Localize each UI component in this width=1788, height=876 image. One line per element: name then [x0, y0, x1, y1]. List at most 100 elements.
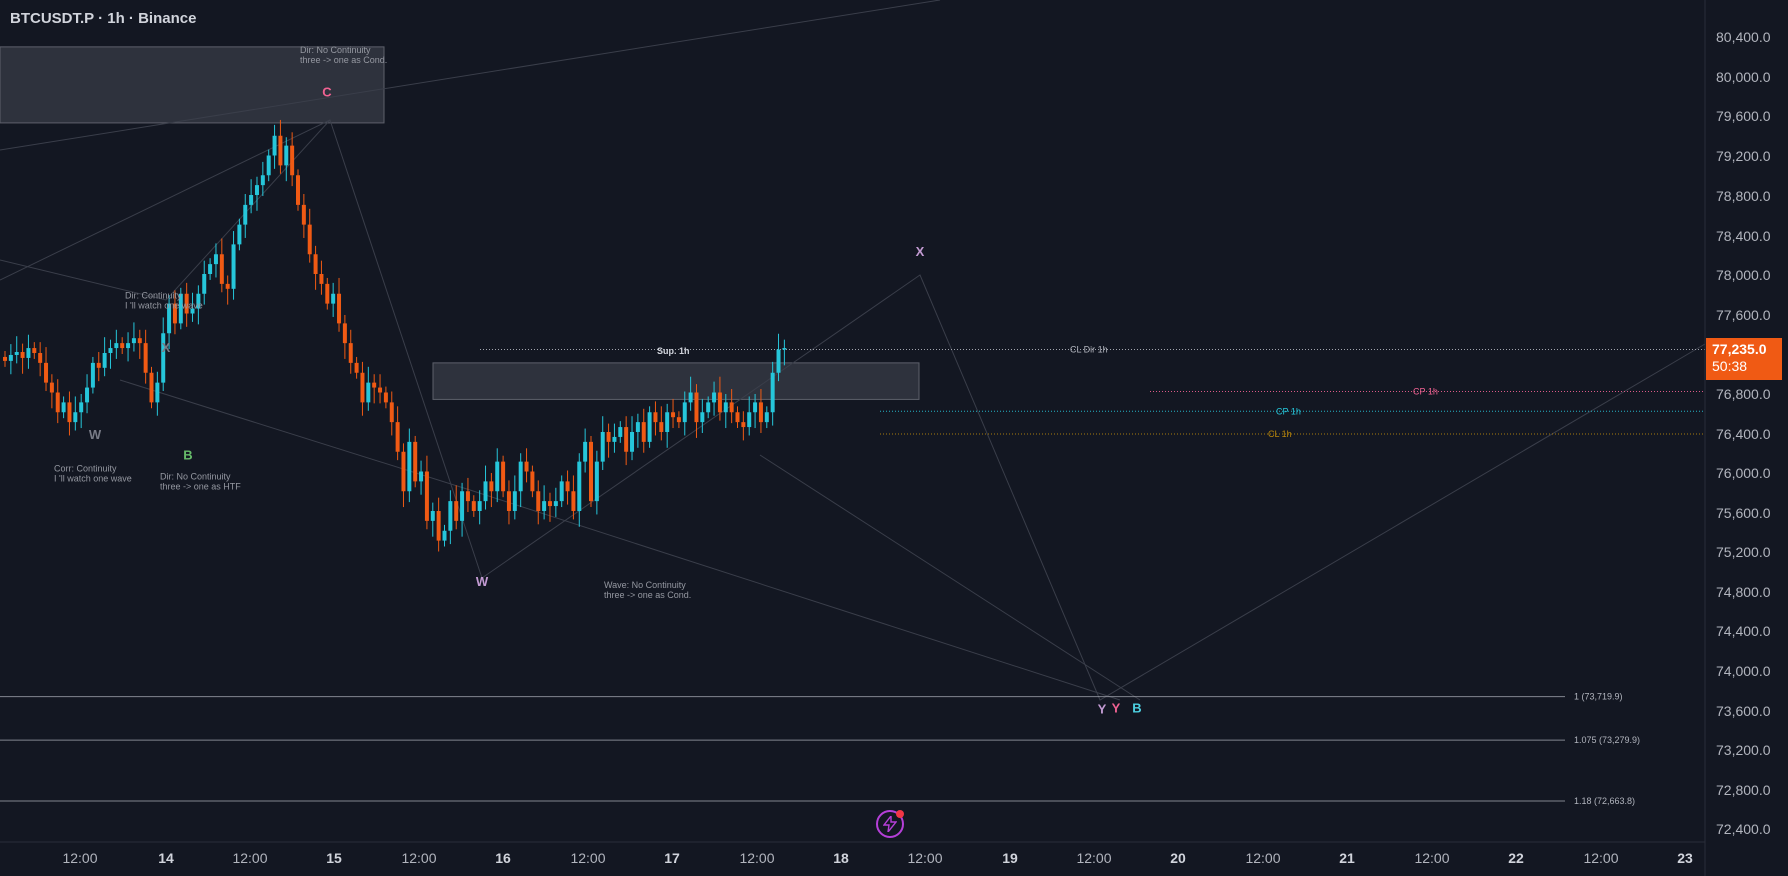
- price-tick-label: 74,800.0: [1716, 584, 1771, 600]
- candle-body: [161, 333, 166, 383]
- price-tick-label: 76,000.0: [1716, 465, 1771, 481]
- bear-candle: [536, 480, 541, 525]
- annotation: Dir: No Continuity three -> one as HTF: [160, 471, 241, 491]
- bull-candle: [260, 161, 265, 196]
- wave-marker: C: [322, 84, 332, 99]
- candle-body: [618, 427, 623, 437]
- candle-body: [126, 343, 131, 349]
- time-axis[interactable]: 12:00 14 12:00 15 12:00 16 12:00 17 12:00 18 12:00…: [0, 841, 1705, 866]
- bear-candle: [120, 337, 125, 354]
- bear-candle: [360, 361, 365, 416]
- wave-marker: Y: [1098, 701, 1107, 716]
- bear-candle: [372, 374, 377, 404]
- candle-body: [706, 402, 711, 413]
- candle-body: [577, 461, 582, 511]
- bull-candle: [512, 475, 517, 520]
- candle-body: [237, 224, 242, 245]
- bull-candle: [700, 398, 705, 433]
- time-tick-label: 12:00: [1414, 850, 1449, 866]
- time-tick-label: 17: [664, 850, 680, 866]
- bear-candle: [290, 132, 295, 187]
- bull-candle: [600, 416, 605, 471]
- candle-body: [436, 511, 441, 541]
- bear-candle: [501, 455, 506, 498]
- alert-lightning-button[interactable]: [876, 810, 904, 838]
- candle-body: [542, 501, 547, 511]
- candle-body: [647, 412, 652, 442]
- candle-body: [600, 432, 605, 462]
- bull-candle: [178, 287, 183, 330]
- wave-line: [0, 119, 1706, 701]
- bear-candle: [219, 238, 224, 293]
- candle-body: [424, 471, 429, 521]
- price-axis[interactable]: 80,400.0 80,000.0 79,600.0 79,200.0 78,800.0…: [1704, 0, 1771, 876]
- zone-boxes: [0, 46, 920, 400]
- candle-body: [290, 145, 295, 176]
- bull-candle: [706, 396, 711, 419]
- candle-body: [120, 343, 125, 349]
- price-tick-label: 74,400.0: [1716, 623, 1771, 639]
- bull-candle: [612, 423, 617, 453]
- bear-candle: [137, 329, 142, 359]
- candle-body: [448, 501, 453, 531]
- price-tick-label: 76,800.0: [1716, 386, 1771, 402]
- price-tick-label: 79,600.0: [1716, 108, 1771, 124]
- bull-candle: [213, 243, 218, 278]
- time-tick-label: 22: [1508, 850, 1524, 866]
- time-tick-label: 14: [158, 850, 174, 866]
- level-label: CP 1h: [1413, 387, 1438, 397]
- price-tick-label: 72,400.0: [1716, 821, 1771, 837]
- annotation-line: I 'll watch one wave: [54, 474, 132, 484]
- wave-line: [0, 119, 331, 301]
- bar-countdown: 50:38: [1712, 358, 1748, 374]
- candle-body: [55, 392, 60, 413]
- annotations: Dir: No Continuity three -> one as Cond.D…: [54, 45, 691, 600]
- bear-candle: [143, 329, 148, 384]
- bear-candle: [424, 455, 429, 530]
- bull-candle: [647, 406, 652, 448]
- bear-candle: [465, 477, 470, 512]
- bull-candle: [770, 361, 775, 426]
- bull-candle: [73, 396, 78, 431]
- bull-candle: [237, 218, 242, 251]
- lightning-icon: [883, 816, 897, 832]
- bull-candle: [407, 428, 412, 503]
- candle-body: [594, 461, 599, 502]
- candle-body: [184, 293, 189, 314]
- candle-body: [301, 204, 306, 225]
- bear-candle: [694, 384, 699, 438]
- candle-body: [79, 402, 84, 413]
- candle-body: [460, 491, 465, 521]
- bear-candle: [589, 435, 593, 508]
- candle-body: [729, 402, 734, 413]
- candle-body: [102, 353, 107, 368]
- price-tick-label: 74,000.0: [1716, 663, 1771, 679]
- bear-candle: [413, 435, 418, 488]
- annotation-line: three -> one as Cond.: [604, 590, 691, 600]
- bull-candle: [85, 374, 90, 414]
- symbol-title[interactable]: BTCUSDT.P · 1h · Binance: [10, 10, 197, 27]
- bear-candle: [225, 275, 230, 305]
- bull-candle: [618, 421, 623, 443]
- level-label: 1 (73,719.9): [1574, 692, 1623, 702]
- time-tick-label: 20: [1170, 850, 1186, 866]
- bear-candle: [741, 411, 746, 441]
- candle-body: [606, 432, 611, 442]
- bull-candle: [79, 393, 84, 429]
- candle-body: [665, 412, 670, 432]
- time-tick-label: 12:00: [570, 850, 605, 866]
- candle-body: [172, 303, 177, 324]
- candle-body: [32, 348, 37, 353]
- bull-candle: [167, 295, 172, 350]
- level-label: CL Dir 1h: [1070, 345, 1108, 355]
- bear-candle: [624, 416, 629, 466]
- candle-body: [219, 254, 224, 284]
- time-tick-label: 12:00: [1583, 850, 1618, 866]
- wave-line: [119, 379, 1121, 701]
- candle-body: [465, 491, 470, 502]
- candle-body: [454, 501, 459, 521]
- bull-candle: [190, 292, 195, 322]
- bull-candle: [477, 490, 482, 525]
- candle-body: [518, 461, 523, 492]
